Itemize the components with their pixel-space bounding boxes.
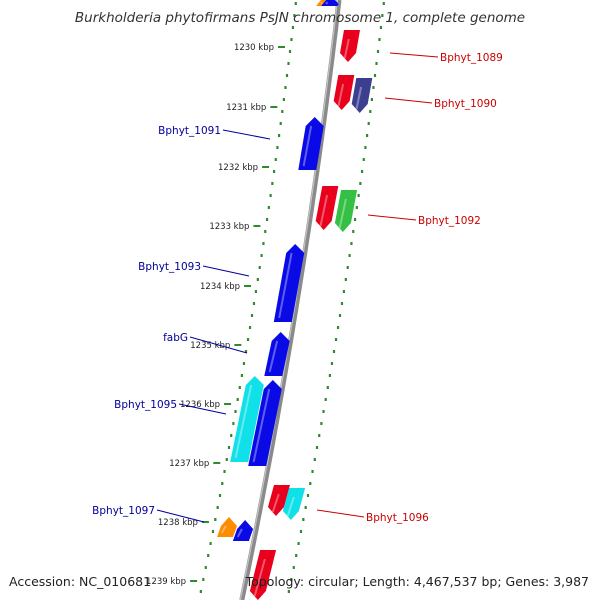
label-leader-line bbox=[389, 52, 439, 58]
scale-label: 1239 kbp bbox=[146, 577, 186, 587]
gene-label[interactable]: Bphyt_1095 bbox=[114, 399, 177, 411]
gene-feature-shine bbox=[253, 558, 266, 597]
gene-feature-blue[interactable] bbox=[298, 117, 324, 170]
topology-text: Topology: circular; Length: 4,467,537 bp… bbox=[245, 574, 589, 589]
map-title: Burkholderia phytofirmans PsJN chromosom… bbox=[74, 10, 526, 26]
gene-feature-navy[interactable] bbox=[351, 78, 373, 113]
scale-label: 1235 kbp bbox=[190, 341, 230, 351]
gene-feature-blue[interactable] bbox=[248, 380, 282, 466]
gene-feature-blue[interactable] bbox=[273, 244, 305, 322]
gene-label[interactable]: Bphyt_1090 bbox=[434, 98, 497, 110]
gene-feature-shine bbox=[337, 83, 345, 107]
gene-feature-cyan[interactable] bbox=[230, 376, 264, 462]
gene-labels: Bphyt_1089 Bphyt_1090 Bphyt_1091 Bphyt_1092… bbox=[92, 52, 503, 524]
gene-feature-shine bbox=[220, 525, 227, 534]
gene-feature-shine bbox=[236, 528, 243, 538]
label-leader-line bbox=[156, 509, 205, 523]
gene-label[interactable]: Bphyt_1096 bbox=[366, 512, 429, 524]
label-leader-line bbox=[202, 265, 250, 277]
gene-feature-red[interactable] bbox=[315, 186, 339, 230]
gene-label[interactable]: Bphyt_1091 bbox=[158, 125, 221, 137]
gene-feature-red[interactable] bbox=[340, 30, 360, 62]
scale-label: 1231 kbp bbox=[226, 103, 266, 113]
gene-feature-shine bbox=[320, 1, 324, 5]
gene-feature-shine bbox=[234, 384, 253, 459]
label-leader-line bbox=[384, 97, 433, 104]
gene-features bbox=[217, 0, 373, 600]
gene-feature-shine bbox=[278, 252, 293, 319]
scale-label: 1230 kbp bbox=[234, 43, 274, 53]
gene-feature-blue[interactable] bbox=[264, 332, 290, 376]
gene-label[interactable]: Bphyt_1093 bbox=[138, 261, 201, 273]
label-leader-line bbox=[222, 129, 271, 140]
gene-label[interactable]: Bphyt_1089 bbox=[440, 52, 503, 64]
sequence-backbone bbox=[239, 0, 342, 600]
scale-label: 1232 kbp bbox=[218, 163, 258, 173]
gene-label[interactable]: Bphyt_1097 bbox=[92, 505, 155, 517]
scale-label: 1238 kbp bbox=[158, 518, 198, 528]
label-leader-line bbox=[316, 509, 365, 518]
sequence-backbone-highlight bbox=[239, 0, 339, 600]
gene-feature-cyan[interactable] bbox=[282, 488, 306, 520]
scale-label: 1233 kbp bbox=[209, 222, 249, 232]
gene-label[interactable]: Bphyt_1092 bbox=[418, 215, 481, 227]
accession-text: Accession: NC_010681 bbox=[9, 574, 152, 589]
label-leader-line bbox=[367, 214, 417, 221]
gene-feature-shine bbox=[355, 86, 363, 110]
gene-feature-shine bbox=[271, 493, 280, 513]
gene-feature-blue[interactable] bbox=[232, 520, 254, 541]
scale-label: 1234 kbp bbox=[200, 282, 240, 292]
gene-feature-shine bbox=[319, 194, 329, 227]
gene-feature-red[interactable] bbox=[249, 550, 277, 600]
gene-feature-shine bbox=[343, 38, 350, 59]
gene-feature-shine bbox=[325, 1, 329, 5]
label-leader-line bbox=[178, 403, 227, 415]
gene-feature-green[interactable] bbox=[334, 190, 358, 232]
gene-feature-red[interactable] bbox=[268, 485, 290, 516]
gene-feature-shine bbox=[338, 198, 347, 229]
scale-label: 1237 kbp bbox=[169, 459, 209, 469]
label-leader-line bbox=[189, 336, 248, 354]
gene-feature-red[interactable] bbox=[333, 75, 355, 110]
gene-label[interactable]: fabG bbox=[163, 332, 188, 344]
gene-feature-shine bbox=[268, 340, 279, 373]
gene-feature-shine bbox=[302, 125, 313, 167]
scale-labels: 1230 kbp 1231 kbp 1232 kbp 1233 kbp 1234 kbp… bbox=[146, 43, 286, 587]
scale-label: 1236 kbp bbox=[180, 400, 220, 410]
tick-rails bbox=[199, 2, 385, 593]
gene-feature-shine bbox=[252, 388, 271, 463]
gene-feature-shine bbox=[286, 496, 295, 517]
gene-feature-blue[interactable] bbox=[321, 0, 339, 6]
gene-feature-orange[interactable] bbox=[217, 517, 237, 537]
